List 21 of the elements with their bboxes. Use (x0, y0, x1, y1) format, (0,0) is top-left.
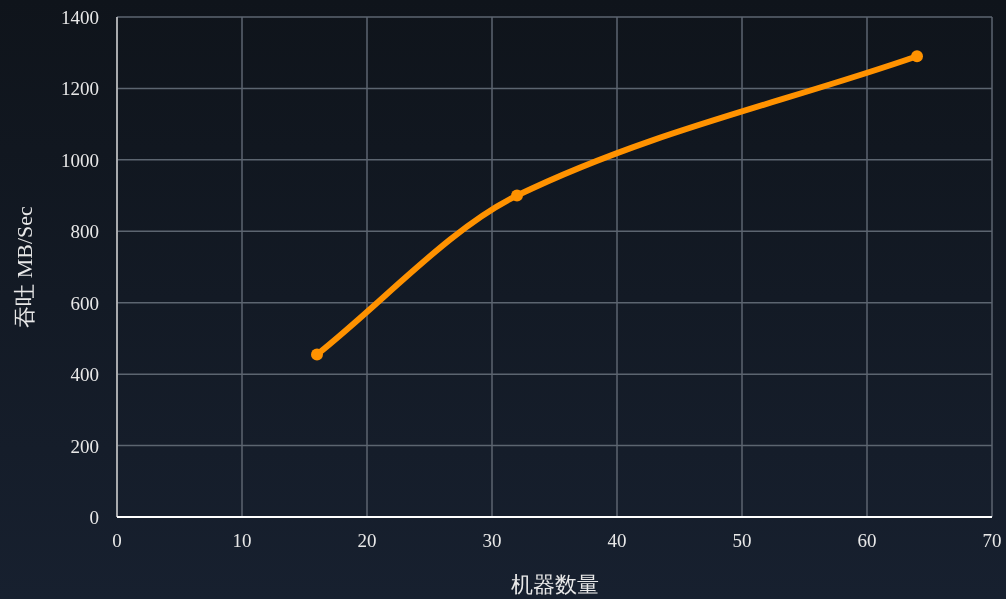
y-tick-label: 1400 (61, 7, 99, 28)
x-tick-label: 10 (232, 530, 252, 551)
y-tick-label: 0 (89, 507, 99, 528)
x-tick-label: 50 (732, 530, 752, 551)
x-tick-label: 70 (982, 530, 1002, 551)
point (511, 189, 523, 202)
point (311, 348, 323, 361)
x-axis-title: 机器数量 (510, 572, 599, 597)
y-tick-label: 800 (70, 221, 99, 243)
y-tick-label: 600 (70, 292, 99, 314)
point (911, 50, 923, 63)
y-tick-label: 1200 (61, 78, 99, 100)
x-tick-label: 60 (857, 530, 877, 551)
x-tick-label: 20 (357, 530, 377, 551)
x-tick-label: 40 (607, 530, 627, 551)
y-axis-title: 吞吐 MB/Sec (12, 205, 37, 328)
x-tick-label: 0 (112, 530, 122, 551)
y-tick-label: 400 (70, 364, 99, 386)
x-tick-label: 30 (482, 530, 502, 551)
y-tick-label: 1000 (61, 149, 99, 171)
y-tick-label: 200 (70, 435, 99, 457)
